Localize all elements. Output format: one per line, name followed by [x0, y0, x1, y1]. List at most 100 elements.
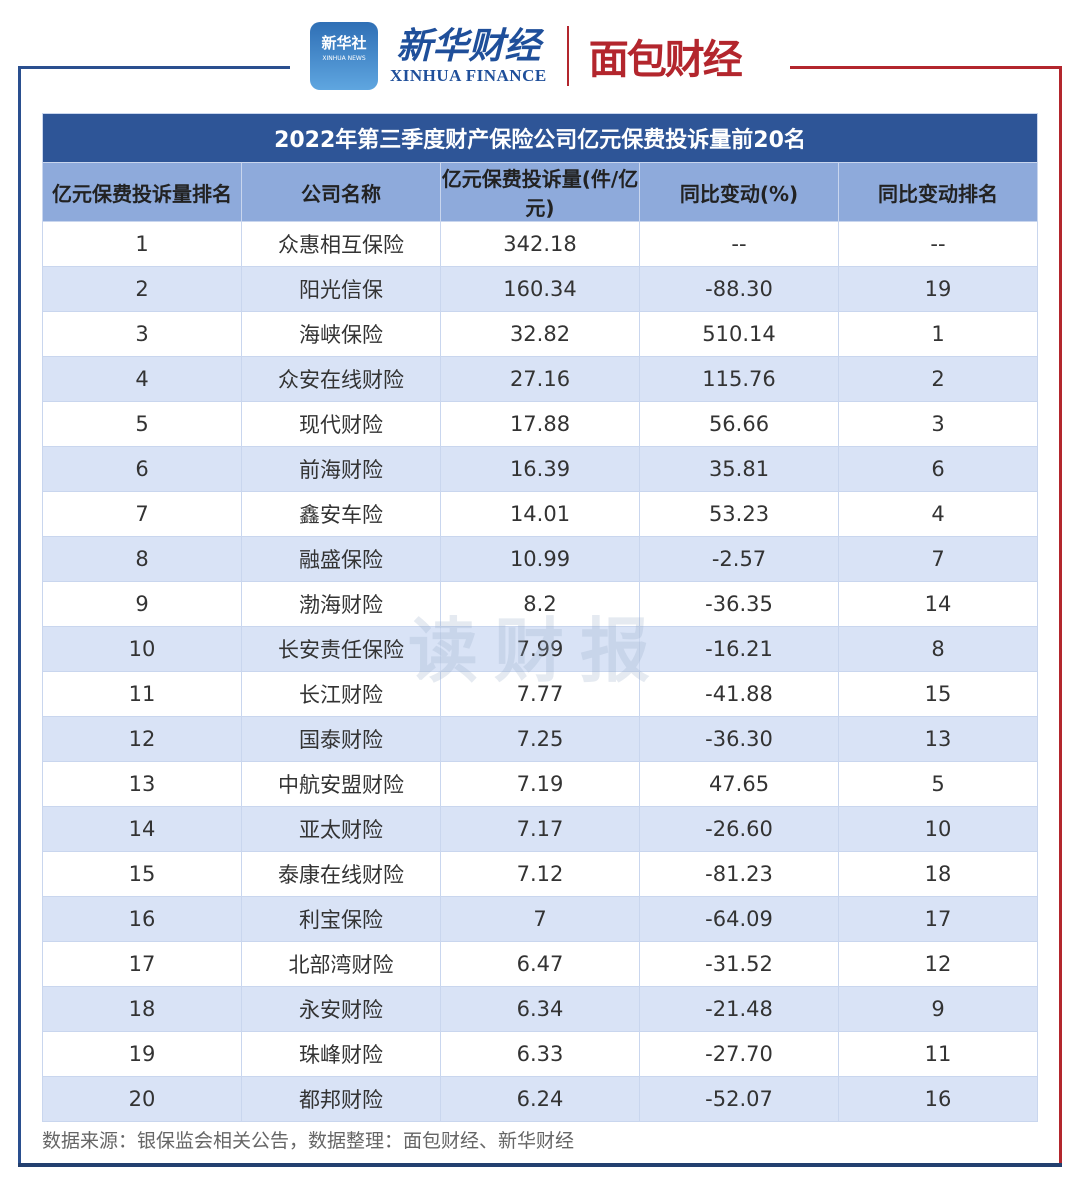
xinhua-finance-logo: 新华财经 XINHUA FINANCE [390, 26, 547, 86]
table-cell: 16.39 [440, 446, 640, 492]
table-row: 1 众惠相互保险 342.18 -- -- [42, 221, 1038, 267]
table-row: 18 永安财险 6.34 -21.48 9 [42, 986, 1038, 1032]
table-cell: 阳光信保 [241, 266, 441, 312]
table-cell: -52.07 [639, 1076, 839, 1122]
mianbao-logo: 面包财经 [588, 37, 743, 83]
table-cell: 14 [838, 581, 1038, 627]
header-row: 亿元保费投诉量排名 公司名称 亿元保费投诉量(件/亿元) 同比变动(%) 同比变… [42, 162, 1038, 222]
table-cell: 现代财险 [241, 401, 441, 447]
table-cell: 鑫安车险 [241, 491, 441, 537]
title-row: 2022年第三季度财产保险公司亿元保费投诉量前20名 [42, 113, 1038, 163]
frame-top-right-border [790, 66, 1062, 69]
table-cell: 10 [838, 806, 1038, 852]
table-row: 9 渤海财险 8.2 -36.35 14 [42, 581, 1038, 627]
table-cell: 12 [838, 941, 1038, 987]
table-cell: 利宝保险 [241, 896, 441, 942]
table-cell: 18 [42, 986, 242, 1032]
table-cell: 16 [42, 896, 242, 942]
table-cell: 47.65 [639, 761, 839, 807]
table-cell: 渤海财险 [241, 581, 441, 627]
table-row: 12 国泰财险 7.25 -36.30 13 [42, 716, 1038, 762]
table-cell: 1 [42, 221, 242, 267]
table-cell: -41.88 [639, 671, 839, 717]
table-cell: 7.77 [440, 671, 640, 717]
table-cell: 众安在线财险 [241, 356, 441, 402]
table-cell: -64.09 [639, 896, 839, 942]
table-cell: 14 [42, 806, 242, 852]
table-cell: 17.88 [440, 401, 640, 447]
table-cell: 3 [838, 401, 1038, 447]
table-cell: 19 [42, 1031, 242, 1077]
column-header: 同比变动排名 [838, 162, 1038, 222]
data-source-note: 数据来源：银保监会相关公告，数据整理：面包财经、新华财经 [42, 1130, 575, 1152]
table-cell: -31.52 [639, 941, 839, 987]
table-cell: 10 [42, 626, 242, 672]
table-cell: 8 [838, 626, 1038, 672]
table-cell: 6 [42, 446, 242, 492]
frame-top-left-border [18, 66, 290, 69]
table-cell: 海峡保险 [241, 311, 441, 357]
table-cell: 长安责任保险 [241, 626, 441, 672]
table-cell: -21.48 [639, 986, 839, 1032]
table-cell: 14.01 [440, 491, 640, 537]
table-row: 16 利宝保险 7 -64.09 17 [42, 896, 1038, 942]
table-cell: 北部湾财险 [241, 941, 441, 987]
table-cell: 11 [838, 1031, 1038, 1077]
table-cell: 8 [42, 536, 242, 582]
table-row: 2 阳光信保 160.34 -88.30 19 [42, 266, 1038, 312]
table-cell: 长江财险 [241, 671, 441, 717]
table-cell: 2 [838, 356, 1038, 402]
table-cell: 9 [42, 581, 242, 627]
table-cell: 6.24 [440, 1076, 640, 1122]
frame-left-border [18, 66, 21, 1166]
table-cell: 5 [42, 401, 242, 447]
table-cell: 永安财险 [241, 986, 441, 1032]
table-row: 14 亚太财险 7.17 -26.60 10 [42, 806, 1038, 852]
table-cell: 中航安盟财险 [241, 761, 441, 807]
table-cell: -88.30 [639, 266, 839, 312]
table-cell: 6.33 [440, 1031, 640, 1077]
table-cell: 11 [42, 671, 242, 717]
table-cell: -36.35 [639, 581, 839, 627]
table-row: 3 海峡保险 32.82 510.14 1 [42, 311, 1038, 357]
table-cell: -81.23 [639, 851, 839, 897]
column-header: 同比变动(%) [639, 162, 839, 222]
table-cell: 56.66 [639, 401, 839, 447]
table-row: 20 都邦财险 6.24 -52.07 16 [42, 1076, 1038, 1122]
table-cell: 3 [42, 311, 242, 357]
xinhua-news-logo: 新华社 XINHUA NEWS [310, 22, 378, 90]
table-cell: -2.57 [639, 536, 839, 582]
table-cell: 亚太财险 [241, 806, 441, 852]
column-header: 公司名称 [241, 162, 441, 222]
table-cell: 4 [838, 491, 1038, 537]
table-row: 4 众安在线财险 27.16 115.76 2 [42, 356, 1038, 402]
xinhua-badge-en: XINHUA NEWS [322, 55, 366, 62]
table-body: 1 众惠相互保险 342.18 -- -- 2 阳光信保 160.34 -88.30 19 3 海峡保… [42, 221, 1038, 1122]
table-cell: 1 [838, 311, 1038, 357]
table-cell: 7 [838, 536, 1038, 582]
table-row: 17 北部湾财险 6.47 -31.52 12 [42, 941, 1038, 987]
table-cell: -- [838, 221, 1038, 267]
table-cell: 17 [838, 896, 1038, 942]
table-cell: 15 [838, 671, 1038, 717]
table-row: 7 鑫安车险 14.01 53.23 4 [42, 491, 1038, 537]
xinhua-badge-text: 新华社 [321, 34, 367, 52]
table-row: 8 融盛保险 10.99 -2.57 7 [42, 536, 1038, 582]
table-cell: -16.21 [639, 626, 839, 672]
table-cell: -- [639, 221, 839, 267]
table-cell: 5 [838, 761, 1038, 807]
table-cell: 12 [42, 716, 242, 762]
table-cell: 10.99 [440, 536, 640, 582]
table-cell: 4 [42, 356, 242, 402]
table-cell: 2 [42, 266, 242, 312]
table-cell: 15 [42, 851, 242, 897]
table-cell: 6 [838, 446, 1038, 492]
table-cell: 众惠相互保险 [241, 221, 441, 267]
table-row: 19 珠峰财险 6.33 -27.70 11 [42, 1031, 1038, 1077]
table-cell: 7.25 [440, 716, 640, 762]
table-cell: 6.47 [440, 941, 640, 987]
table-cell: 115.76 [639, 356, 839, 402]
table-cell: 32.82 [440, 311, 640, 357]
table-cell: 融盛保险 [241, 536, 441, 582]
xinhua-finance-cn: 新华财经 [396, 25, 541, 67]
